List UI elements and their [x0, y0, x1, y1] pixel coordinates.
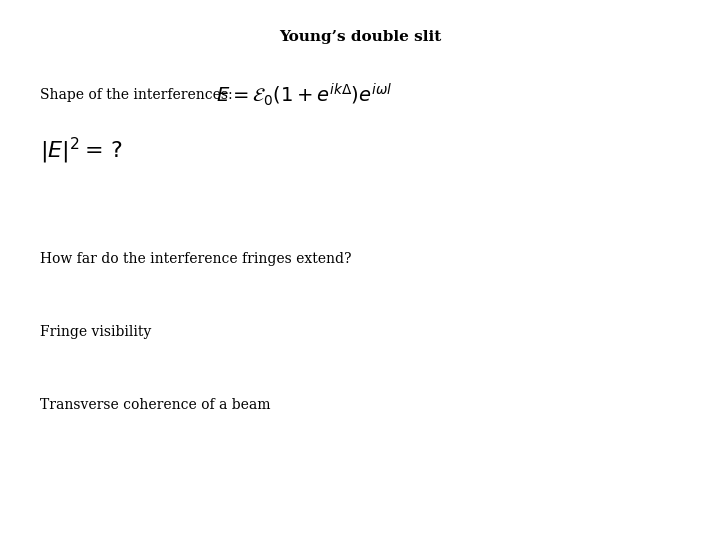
Text: Young’s double slit: Young’s double slit — [279, 30, 441, 44]
Text: How far do the interference fringes extend?: How far do the interference fringes exte… — [40, 252, 351, 266]
Text: $E = \mathcal{E}_0\left(1 + e^{ik\Delta}\right)e^{i\omega l}$: $E = \mathcal{E}_0\left(1 + e^{ik\Delta}… — [216, 81, 392, 108]
Text: Transverse coherence of a beam: Transverse coherence of a beam — [40, 398, 270, 412]
Text: Fringe visibility: Fringe visibility — [40, 325, 151, 339]
Text: $|E|^2 =\,?$: $|E|^2 =\,?$ — [40, 136, 122, 166]
Text: Shape of the interferences:: Shape of the interferences: — [40, 87, 233, 102]
